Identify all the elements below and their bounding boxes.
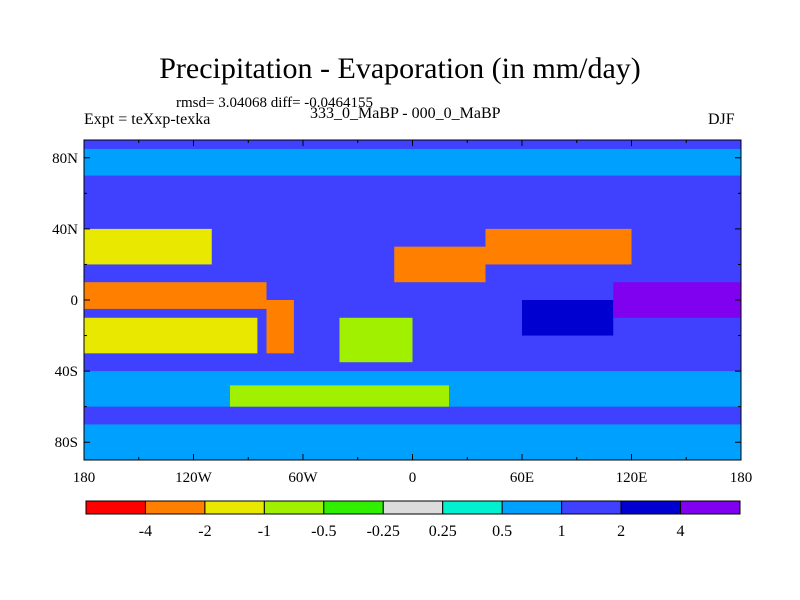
colorbar-label: 2 bbox=[617, 523, 625, 540]
region-south-atlantic-dry bbox=[339, 317, 413, 363]
colorbar-label: -1 bbox=[258, 523, 271, 540]
region-south-pacific-dry bbox=[84, 317, 258, 354]
region-north-africa-dry bbox=[394, 246, 486, 283]
colorbar-swatch bbox=[442, 500, 503, 515]
x-tick-label: 0 bbox=[409, 470, 417, 486]
colorbar-label: -0.25 bbox=[367, 523, 400, 540]
stats-label: rmsd= 3.04068 diff= -0.0464155 bbox=[176, 95, 374, 111]
colorbar-label: -2 bbox=[198, 523, 211, 540]
x-tick-label: 120W bbox=[175, 470, 213, 486]
region-southern-ocean-dry-patch bbox=[230, 385, 449, 407]
colorbar-label: 0.25 bbox=[429, 523, 457, 540]
y-tick-label: 80S bbox=[55, 435, 78, 451]
colorbar-swatch bbox=[620, 500, 682, 515]
region-south-america-dry bbox=[266, 300, 294, 354]
colorbar-swatch bbox=[323, 500, 384, 515]
colorbar-label: -0.5 bbox=[311, 523, 336, 540]
region-indian-ocean-wet bbox=[522, 300, 614, 336]
chart-title: Precipitation - Evaporation (in mm/day) bbox=[159, 52, 641, 85]
colorbar-swatch bbox=[382, 500, 444, 515]
colorbar-swatch bbox=[680, 500, 741, 515]
colorbar-label: -4 bbox=[139, 523, 152, 540]
season-label: DJF bbox=[708, 111, 735, 128]
x-tick-label: 120E bbox=[616, 470, 648, 486]
colorbar-swatch bbox=[501, 500, 563, 515]
colorbar-swatch bbox=[144, 500, 206, 515]
region-arctic-band bbox=[84, 148, 741, 176]
region-equatorial-pacific-band bbox=[84, 282, 267, 309]
colorbar-swatch bbox=[204, 500, 265, 515]
colorbar-label: 0.5 bbox=[492, 523, 512, 540]
colorbar-swatch bbox=[263, 500, 325, 515]
experiment-label: Expt = teXxp-texka bbox=[84, 111, 211, 128]
y-tick-label: 80N bbox=[52, 151, 78, 167]
x-tick-label: 180 bbox=[730, 470, 753, 486]
y-tick-label: 0 bbox=[71, 293, 79, 309]
x-tick-label: 180 bbox=[73, 470, 96, 486]
colorbar-label: 1 bbox=[558, 523, 566, 540]
y-tick-label: 40N bbox=[52, 222, 78, 238]
region-west-pacific-warm-pool bbox=[613, 282, 741, 318]
x-tick-label: 60E bbox=[510, 470, 534, 486]
y-tick-label: 40S bbox=[55, 364, 78, 380]
region-central-asia-dry bbox=[485, 228, 632, 265]
colorbar-swatch bbox=[85, 500, 146, 515]
experiment-name-label: 333_0_MaBP - 000_0_MaBP bbox=[310, 105, 501, 122]
x-tick-label: 60W bbox=[288, 470, 318, 486]
colorbar-label: 4 bbox=[677, 523, 685, 540]
colorbar-swatch bbox=[561, 500, 622, 515]
region-north-pacific-subtropics bbox=[84, 228, 212, 265]
